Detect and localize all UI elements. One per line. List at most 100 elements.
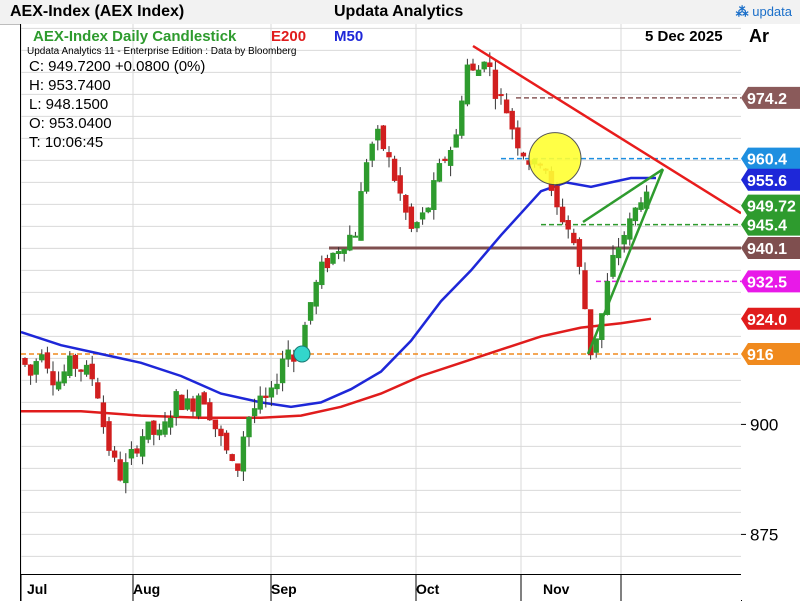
- y-axis-svg: 875 900 974.2 960.4 955.6 949.72 945.4 940.1 932…: [741, 86, 800, 544]
- candle-body: [263, 395, 269, 398]
- down-candle: [263, 387, 269, 408]
- up-candle: [55, 371, 62, 392]
- candle-body: [386, 152, 392, 158]
- down-candle: [498, 88, 504, 105]
- down-candle: [179, 394, 185, 411]
- down-candle: [106, 416, 112, 456]
- up-candle: [285, 340, 291, 367]
- candle-body: [632, 207, 639, 222]
- candle-body: [285, 349, 291, 360]
- down-candle: [50, 361, 56, 396]
- candle-body: [520, 152, 527, 157]
- level-940-label: 940.1: [747, 241, 787, 258]
- candle-body: [151, 420, 157, 435]
- up-candle: [268, 380, 275, 407]
- up-candle: [274, 373, 280, 395]
- chart-plot-area[interactable]: AEX-Index Daily Candlestick E200 M50 5 D…: [20, 24, 742, 574]
- candle-body: [408, 206, 415, 229]
- candle-body: [335, 251, 342, 255]
- down-candle: [408, 203, 415, 233]
- up-candle: [330, 252, 336, 266]
- downtrend-line: [472, 44, 742, 215]
- down-candle: [44, 346, 51, 374]
- candle-body: [22, 358, 28, 365]
- up-candle: [162, 412, 168, 438]
- candle-body: [307, 302, 314, 321]
- level-974-tag: [741, 86, 800, 109]
- up-candle: [184, 389, 191, 411]
- candle-body: [369, 143, 375, 161]
- candle-body: [162, 421, 168, 435]
- down-candle: [78, 369, 84, 382]
- candle-body: [235, 463, 241, 471]
- candle-body: [414, 222, 420, 229]
- up-candle: [615, 237, 622, 266]
- candle-body: [419, 212, 426, 220]
- candle-body: [184, 398, 191, 410]
- candle-body: [621, 234, 627, 245]
- down-candle: [134, 445, 140, 457]
- candle-body: [627, 218, 633, 240]
- candle-body: [565, 220, 571, 230]
- candle-body: [39, 354, 45, 361]
- candle-body: [67, 355, 73, 377]
- up-candle: [375, 125, 381, 151]
- annotations: [293, 44, 742, 363]
- down-candle: [470, 58, 476, 72]
- down-candle: [72, 353, 79, 377]
- down-candle: [117, 451, 123, 482]
- x-axis-svg: Jul Aug Sep Oct Nov: [20, 575, 622, 601]
- candle-body: [117, 459, 123, 481]
- candle-body: [347, 234, 353, 251]
- up-candle: [352, 231, 359, 238]
- down-candle: [111, 446, 118, 462]
- level-960-label: 960.4: [747, 152, 787, 169]
- up-candle: [363, 158, 370, 194]
- down-candle: [207, 398, 213, 421]
- month-label: Nov: [543, 581, 570, 597]
- month-label: Jul: [27, 581, 47, 597]
- candlestick-chart[interactable]: [20, 24, 742, 574]
- down-candle: [380, 125, 387, 151]
- candle-body: [397, 175, 403, 194]
- brand-title: Updata Analytics: [334, 3, 464, 20]
- up-candle: [313, 279, 319, 315]
- candle-body: [470, 63, 476, 71]
- candle-body: [179, 394, 185, 411]
- up-candle: [83, 360, 90, 377]
- level-932-tag: [741, 270, 800, 293]
- level-949-tag: [741, 194, 800, 217]
- candle-body: [352, 235, 359, 238]
- candle-body: [638, 202, 644, 210]
- candle-body: [453, 134, 459, 148]
- up-candle: [33, 358, 39, 383]
- candle-body: [481, 61, 487, 70]
- down-candle: [229, 453, 235, 462]
- down-candle: [571, 228, 577, 246]
- up-candle: [369, 141, 375, 168]
- candle-body: [55, 381, 62, 390]
- candle-body: [492, 69, 499, 99]
- up-candle: [431, 172, 437, 220]
- candle-body: [27, 364, 34, 376]
- up-candle: [621, 231, 627, 253]
- down-candle: [391, 155, 398, 183]
- updata-logo[interactable]: ⁂ updata: [736, 4, 792, 20]
- down-candle: [95, 377, 101, 399]
- candle-body: [509, 110, 515, 130]
- up-candle: [358, 182, 364, 241]
- up-candle: [67, 351, 73, 379]
- up-candle: [145, 421, 151, 444]
- time-readout: T: 10:06:45: [29, 134, 104, 151]
- candle-body: [391, 158, 398, 181]
- up-candle: [638, 197, 644, 213]
- up-candle: [459, 95, 465, 139]
- up-candle: [139, 429, 146, 465]
- candle-body: [201, 392, 207, 405]
- candle-body: [403, 195, 409, 213]
- candle-body: [223, 432, 230, 451]
- candle-body: [319, 261, 325, 286]
- up-candle: [335, 247, 342, 260]
- candle-body: [442, 158, 448, 161]
- down-candle: [22, 357, 28, 368]
